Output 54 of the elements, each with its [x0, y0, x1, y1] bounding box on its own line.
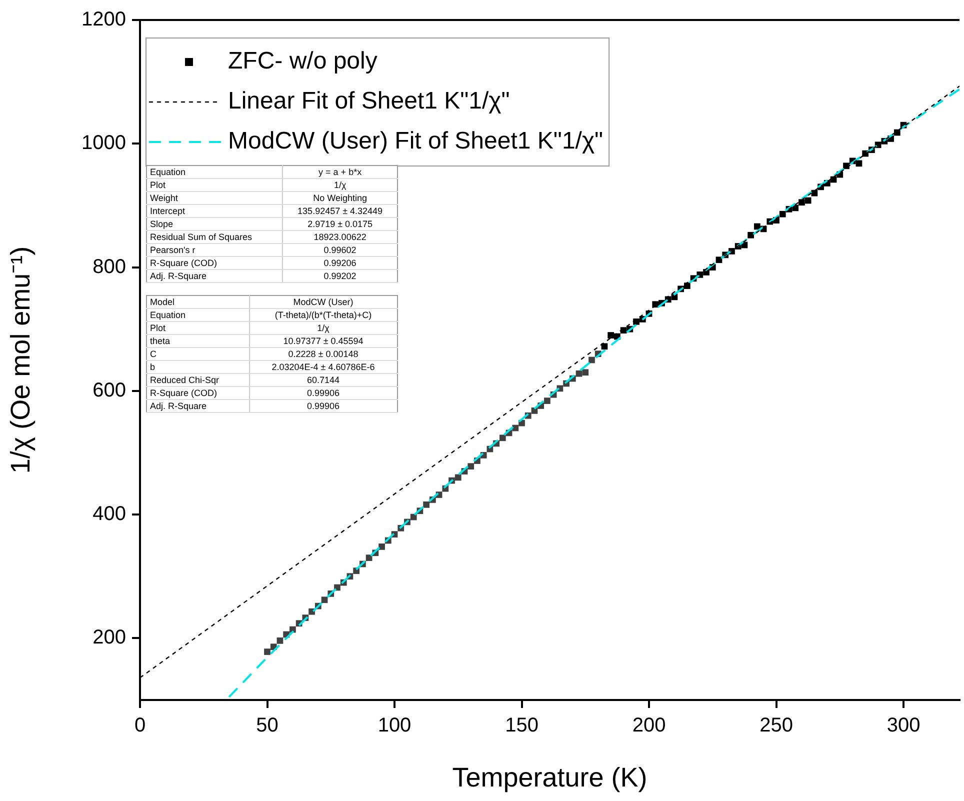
x-tick-label: 0: [134, 714, 146, 737]
annotation: 1/χ: [282, 178, 398, 192]
annotation: b: [146, 360, 250, 374]
y-tick-label: 600: [92, 379, 126, 402]
annotation: Weight: [146, 192, 283, 204]
legend-label: Linear Fit of Sheet1 K"1/χ": [228, 88, 510, 115]
x-tick-label: 150: [505, 714, 538, 737]
annotation: 135.92457 ± 4.32449: [282, 204, 398, 218]
annotation: No Weighting: [282, 192, 398, 204]
annotation: Adj. R-Square: [146, 400, 250, 412]
x-axis-title: Temperature (K): [452, 762, 648, 792]
x-tick-label: 100: [378, 714, 412, 737]
annotation: Slope: [146, 218, 283, 230]
annotation: 0.99906: [249, 386, 398, 400]
annotation: 2.9719 ± 0.0175: [282, 218, 398, 230]
legend-label: ModCW (User) Fit of Sheet1 K"1/χ": [228, 128, 604, 155]
x-tick-label: 250: [760, 714, 793, 737]
annotation: 0.99602: [282, 244, 398, 256]
y-tick-label: 200: [92, 626, 126, 649]
annotation: Residual Sum of Squares: [146, 230, 283, 244]
y-axis-title: 1/χ (Oe mol emu⁻¹): [6, 246, 36, 474]
annotation: R-Square (COD): [146, 256, 283, 270]
y-tick-label: 800: [92, 256, 126, 278]
y-tick-label: 1200: [82, 8, 126, 31]
legend-label: ZFC- w/o poly: [228, 48, 378, 75]
annotation: Plot: [146, 178, 283, 192]
annotation: 0.2228 ± 0.00148: [249, 348, 398, 360]
annotation: 10.97377 ± 0.45594: [249, 334, 398, 348]
annotation: 0.99906: [249, 400, 398, 412]
y-tick-label: 400: [92, 503, 126, 526]
annotation: (T-theta)/(b*(T-theta)+C): [249, 308, 398, 322]
annotation: 0.99202: [282, 270, 398, 282]
annotation: 18923.00622: [282, 230, 398, 244]
annotation: Equation: [146, 308, 250, 322]
annotation: Equation: [146, 166, 283, 178]
y-tick-label: 1000: [82, 132, 126, 154]
annotation: Intercept: [146, 204, 283, 218]
x-tick-label: 200: [632, 714, 666, 737]
annotation: 1/χ: [249, 322, 398, 334]
annotation: Adj. R-Square: [146, 270, 283, 282]
x-tick-label: 50: [256, 714, 278, 737]
annotation: R-Square (COD): [146, 386, 250, 400]
annotation: theta: [146, 334, 250, 348]
annotation: Pearson's r: [146, 244, 283, 256]
annotation: 60.7144: [249, 374, 398, 386]
annotation: Model: [146, 296, 250, 308]
annotation: Reduced Chi-Sqr: [146, 374, 250, 386]
annotation: C: [146, 348, 250, 360]
annotation: ModCW (User): [249, 296, 398, 308]
annotation: 2.03204E-4 ± 4.60786E-6: [249, 360, 398, 374]
annotation: 0.99206: [282, 256, 398, 270]
annotation: Plot: [146, 322, 250, 334]
annotation: y = a + b*x: [282, 166, 398, 178]
x-tick-label: 300: [886, 714, 920, 737]
